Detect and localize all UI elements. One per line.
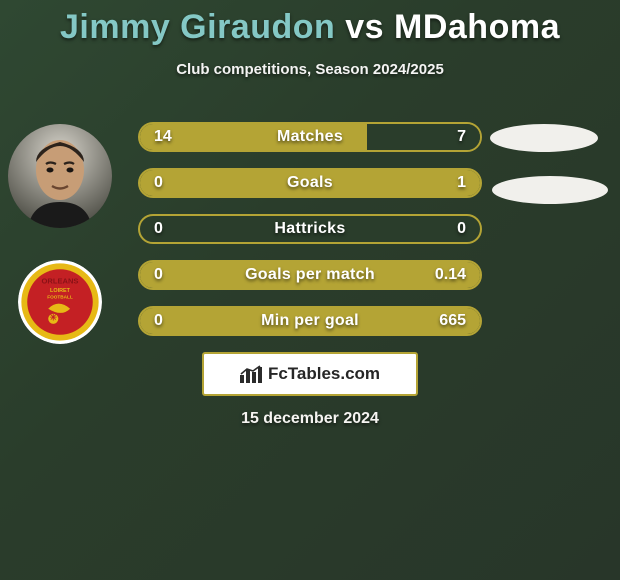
infographic-root: Jimmy Giraudon vs MDahoma Club competiti…: [0, 0, 620, 78]
source-label: FcTables.com: [268, 364, 380, 384]
player1-club-badge: ORLEANS LOIRET FOOTBALL: [18, 260, 102, 344]
face-icon: [8, 124, 112, 228]
snapshot-date: 15 december 2024: [241, 410, 379, 428]
source-badge: FcTables.com: [202, 352, 418, 396]
stat-value-right: 7: [457, 128, 466, 146]
stat-label: Min per goal: [261, 312, 359, 330]
svg-text:ORLEANS: ORLEANS: [42, 277, 79, 286]
title-player2: MDahoma: [394, 8, 560, 46]
stat-value-left: 0: [154, 266, 163, 284]
stat-value-right: 665: [439, 312, 466, 330]
stat-value-right: 0.14: [435, 266, 466, 284]
stat-row: 0 665 Min per goal: [138, 306, 482, 336]
title-vs: vs: [345, 8, 384, 46]
stat-label: Matches: [277, 128, 343, 146]
stat-row: 14 7 Matches: [138, 122, 482, 152]
player2-club-badge-placeholder: [492, 176, 608, 204]
page-title: Jimmy Giraudon vs MDahoma: [0, 0, 620, 47]
title-player1: Jimmy Giraudon: [60, 8, 335, 46]
stat-value-left: 0: [154, 312, 163, 330]
player2-photo-placeholder: [490, 124, 598, 152]
stat-value-left: 0: [154, 220, 163, 238]
svg-text:FOOTBALL: FOOTBALL: [47, 295, 73, 300]
player1-photo: [8, 124, 112, 228]
bar-chart-icon: [240, 365, 262, 383]
stat-label: Goals per match: [245, 266, 375, 284]
stat-value-left: 0: [154, 174, 163, 192]
club-crest-icon: ORLEANS LOIRET FOOTBALL: [18, 260, 102, 344]
stat-row: 0 1 Goals: [138, 168, 482, 198]
stat-row: 0 0 Hattricks: [138, 214, 482, 244]
stat-value-right: 0: [457, 220, 466, 238]
stat-rows: 14 7 Matches 0 1 Goals 0 0 Hattricks 0 0.14 Goals p…: [138, 122, 482, 352]
stat-label: Hattricks: [274, 220, 345, 238]
stat-value-right: 1: [457, 174, 466, 192]
stat-row: 0 0.14 Goals per match: [138, 260, 482, 290]
subtitle: Club competitions, Season 2024/2025: [0, 61, 620, 78]
svg-text:LOIRET: LOIRET: [50, 288, 71, 294]
stat-label: Goals: [287, 174, 333, 192]
stat-value-left: 14: [154, 128, 172, 146]
